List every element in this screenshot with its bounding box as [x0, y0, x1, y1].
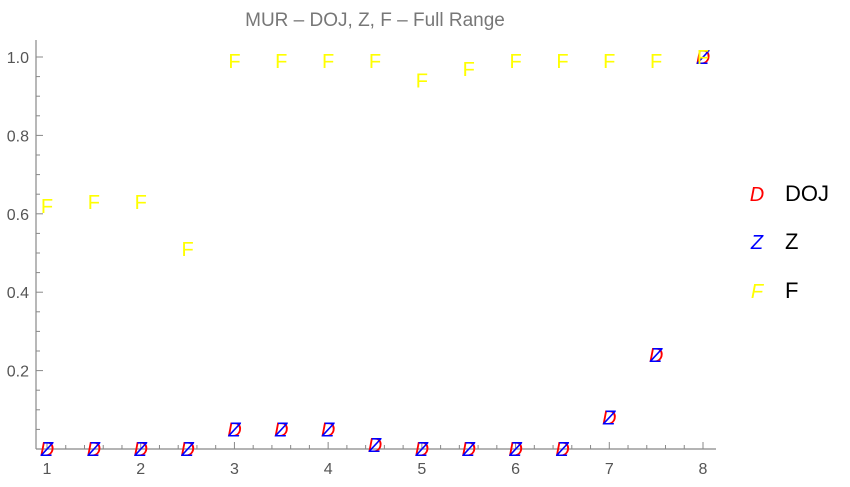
data-point-doj: D	[555, 439, 569, 461]
data-point-f: F	[181, 239, 193, 261]
legend-marker-z: Z	[750, 232, 764, 254]
x-tick-label: 8	[699, 461, 708, 478]
data-point-f: F	[697, 47, 709, 69]
x-tick-label: 6	[511, 461, 520, 478]
y-tick-label: 1.0	[7, 50, 29, 67]
data-point-z: Z	[368, 435, 382, 457]
axes: 1 2 3 4 5 6 7 8 0.2 0.4 0.6 0.8 1.0	[7, 40, 716, 478]
data-point-doj: D	[415, 439, 429, 461]
data-point-z: Z	[415, 439, 429, 461]
x-tick-label: 3	[230, 461, 239, 478]
y-tick-label: 0.6	[7, 207, 29, 224]
data-point-f: F	[135, 192, 147, 214]
data-point-f: F	[463, 59, 475, 81]
data-point-f: F	[275, 51, 287, 73]
data-point-z: Z	[321, 419, 335, 441]
data-point-z: Z	[274, 419, 288, 441]
data-point-doj: D	[649, 345, 663, 367]
data-point-doj: D	[227, 419, 241, 441]
data-point-f: F	[41, 196, 53, 218]
data-point-z: Z	[87, 439, 101, 461]
data-point-z: Z	[40, 439, 54, 461]
legend-marker-doj: D	[750, 184, 764, 206]
data-point-doj: D	[87, 439, 101, 461]
data-point-f: F	[650, 51, 662, 73]
data-point-f: F	[88, 192, 100, 214]
data-point-doj: D	[321, 419, 335, 441]
legend-label-z: Z	[785, 229, 798, 254]
data-point-f: F	[556, 51, 568, 73]
data-point-doj: D	[602, 408, 616, 430]
legend-label-doj: DOJ	[785, 181, 829, 206]
data-point-f: F	[228, 51, 240, 73]
data-point-doj: D	[461, 439, 475, 461]
y-tick-label: 0.8	[7, 128, 29, 145]
data-point-doj: D	[368, 435, 382, 457]
x-tick-label: 4	[324, 461, 333, 478]
data-point-f: F	[509, 51, 521, 73]
data-point-f: F	[603, 51, 615, 73]
data-point-f: F	[416, 71, 428, 93]
data-point-z: Z	[180, 439, 194, 461]
data-point-f: F	[369, 51, 381, 73]
data-point-z: Z	[134, 439, 148, 461]
data-point-f: F	[322, 51, 334, 73]
chart-title: MUR – DOJ, Z, F – Full Range	[245, 10, 505, 31]
data-point-z: Z	[227, 419, 241, 441]
data-point-doj: D	[696, 47, 710, 69]
data-point-z: Z	[696, 47, 710, 69]
y-tick-label: 0.2	[7, 364, 29, 381]
data-point-doj: D	[133, 439, 147, 461]
data-point-z: Z	[602, 408, 616, 430]
x-tick-label: 5	[417, 461, 426, 478]
data-point-z: Z	[649, 345, 663, 367]
y-tick-label: 0.4	[7, 285, 29, 302]
data-point-z: Z	[555, 439, 569, 461]
data-point-doj: D	[508, 439, 522, 461]
legend-label-f: F	[785, 278, 798, 303]
legend-marker-f: F	[751, 281, 765, 303]
data-point-doj: D	[40, 439, 54, 461]
data-point-z: Z	[508, 439, 522, 461]
x-tick-label: 1	[43, 461, 52, 478]
data-point-z: Z	[462, 439, 476, 461]
data-point-doj: D	[274, 419, 288, 441]
x-tick-label: 2	[136, 461, 145, 478]
data-point-doj: D	[180, 439, 194, 461]
x-tick-label: 7	[605, 461, 614, 478]
